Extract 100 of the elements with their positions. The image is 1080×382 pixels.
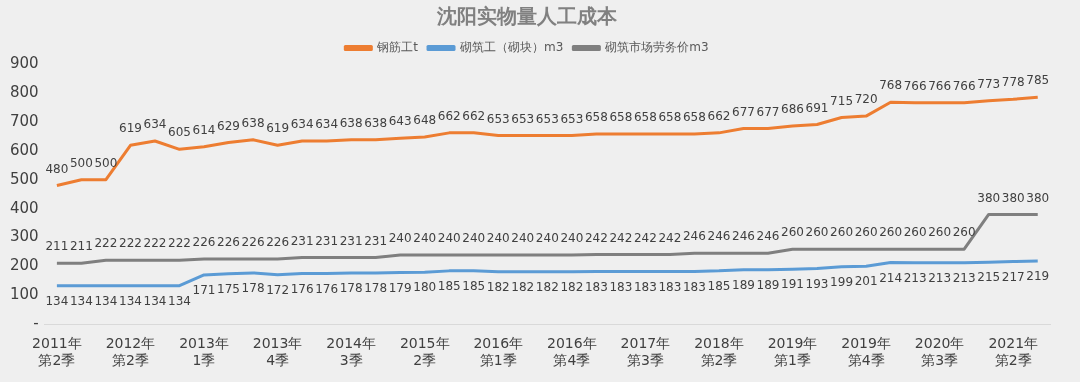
y-tick-label: 400 bbox=[9, 198, 39, 217]
data-label: 178 bbox=[364, 281, 388, 296]
data-label: 653 bbox=[535, 111, 559, 126]
chart-title: 沈阳实物量人工成本 bbox=[436, 4, 618, 29]
data-label: 662 bbox=[437, 108, 461, 123]
data-label: 242 bbox=[584, 230, 608, 245]
x-tick-label: 2013年1季 bbox=[179, 335, 229, 369]
data-label: 766 bbox=[952, 78, 976, 93]
data-label: 219 bbox=[1026, 269, 1050, 284]
data-label: 172 bbox=[266, 282, 290, 297]
data-label: 222 bbox=[119, 236, 142, 251]
data-label: 240 bbox=[535, 231, 559, 246]
y-tick-label: 500 bbox=[9, 169, 39, 188]
data-label: 180 bbox=[413, 280, 437, 295]
data-label: 176 bbox=[315, 281, 339, 296]
data-label: 222 bbox=[94, 236, 118, 251]
data-label: 201 bbox=[854, 274, 878, 289]
data-label: 246 bbox=[682, 229, 706, 244]
data-label: 634 bbox=[290, 117, 314, 132]
data-label: 240 bbox=[437, 231, 461, 246]
data-label: 226 bbox=[241, 235, 265, 250]
data-label: 240 bbox=[486, 231, 510, 246]
data-label: 658 bbox=[609, 110, 633, 125]
x-tick-label: 2013年4季 bbox=[252, 335, 303, 369]
data-label: 240 bbox=[388, 231, 412, 246]
data-label: 260 bbox=[830, 225, 854, 240]
x-tick-label: 2017年第3季 bbox=[620, 335, 671, 369]
data-label: 226 bbox=[217, 235, 240, 250]
data-label: 217 bbox=[1001, 269, 1025, 284]
data-label: 677 bbox=[732, 104, 755, 119]
data-label: 183 bbox=[609, 279, 633, 294]
data-label: 778 bbox=[1001, 75, 1025, 90]
data-label: 240 bbox=[560, 231, 584, 246]
data-label: 183 bbox=[682, 279, 706, 294]
y-tick-label: 100 bbox=[9, 285, 39, 304]
x-tick-label: 2016年第1季 bbox=[473, 335, 524, 369]
data-label: 178 bbox=[241, 281, 265, 296]
x-tick-label: 2011年第2季 bbox=[32, 335, 82, 369]
data-label: 185 bbox=[462, 279, 486, 293]
data-label: 179 bbox=[388, 280, 412, 295]
data-label: 715 bbox=[830, 93, 854, 108]
data-label: 242 bbox=[658, 230, 682, 245]
data-label: 240 bbox=[462, 231, 486, 246]
data-label: 183 bbox=[633, 279, 657, 294]
data-label: 766 bbox=[903, 78, 927, 93]
data-label: 648 bbox=[413, 113, 437, 128]
data-label: 178 bbox=[339, 281, 363, 296]
data-label: 134 bbox=[45, 293, 69, 308]
data-label: 182 bbox=[511, 279, 535, 294]
data-label: 231 bbox=[290, 233, 314, 248]
data-label: 213 bbox=[903, 270, 927, 285]
data-label: 629 bbox=[217, 118, 240, 133]
data-label: 677 bbox=[756, 104, 780, 119]
x-tick-label: 2021年第2季 bbox=[988, 335, 1039, 369]
y-tick-label: 600 bbox=[9, 140, 39, 159]
data-label: 653 bbox=[486, 111, 510, 126]
data-label: 500 bbox=[69, 155, 93, 170]
data-label: 658 bbox=[658, 110, 682, 125]
data-label: 171 bbox=[192, 283, 216, 298]
x-tick-label: 2016年第4季 bbox=[547, 335, 597, 369]
data-label: 638 bbox=[241, 115, 265, 130]
x-tick-label: 2019年第1季 bbox=[767, 335, 818, 369]
x-tick-label: 2020年第3季 bbox=[914, 335, 965, 369]
data-label: 634 bbox=[315, 117, 339, 132]
data-label: 182 bbox=[535, 279, 559, 294]
data-label: 246 bbox=[707, 229, 731, 244]
data-label: 183 bbox=[658, 279, 682, 294]
data-label: 260 bbox=[879, 225, 903, 240]
data-label: 226 bbox=[266, 235, 290, 250]
data-label: 134 bbox=[69, 293, 93, 308]
data-label: 260 bbox=[903, 225, 927, 240]
y-tick-label: - bbox=[33, 314, 39, 333]
data-label: 260 bbox=[952, 225, 976, 240]
data-label: 662 bbox=[462, 108, 486, 123]
data-label: 222 bbox=[168, 236, 191, 251]
data-label: 246 bbox=[756, 229, 780, 244]
data-label: 134 bbox=[143, 293, 167, 308]
data-label: 240 bbox=[413, 231, 437, 246]
legend-label: 砌筑工（砌块）m3 bbox=[459, 40, 564, 55]
data-label: 231 bbox=[339, 233, 363, 248]
data-label: 175 bbox=[217, 281, 240, 296]
data-label: 242 bbox=[609, 230, 633, 245]
data-label: 222 bbox=[143, 236, 167, 251]
data-label: 189 bbox=[732, 277, 755, 292]
legend-label: 砌筑市场劳务价m3 bbox=[604, 40, 709, 55]
data-label: 634 bbox=[143, 117, 167, 132]
data-label: 199 bbox=[830, 274, 854, 289]
data-label: 231 bbox=[364, 233, 388, 248]
y-tick-label: 900 bbox=[9, 53, 39, 72]
data-label: 134 bbox=[94, 293, 118, 308]
data-label: 768 bbox=[879, 78, 903, 93]
y-tick-label: 200 bbox=[9, 256, 39, 275]
x-tick-label: 2018年第2季 bbox=[694, 335, 744, 369]
data-label: 653 bbox=[511, 111, 535, 126]
data-label: 619 bbox=[119, 121, 142, 136]
y-tick-label: 700 bbox=[9, 111, 39, 130]
data-label: 658 bbox=[682, 110, 706, 125]
data-label: 214 bbox=[879, 270, 903, 285]
y-tick-label: 800 bbox=[9, 82, 39, 101]
data-label: 662 bbox=[707, 108, 731, 123]
